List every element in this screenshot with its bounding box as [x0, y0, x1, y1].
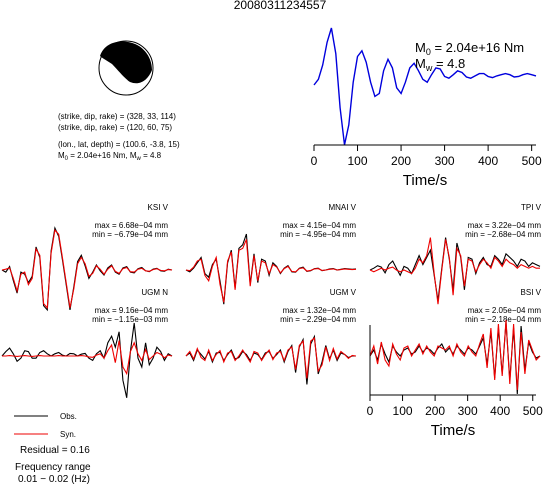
station-max: max = 2.05e−04 mm [468, 306, 542, 315]
tick-label: 0 [311, 154, 318, 168]
station-max: max = 4.15e−04 mm [283, 221, 357, 230]
axis-label: Time/s [403, 172, 447, 189]
figure-title: 20080311234557 [234, 0, 327, 12]
focal-m0-prefix: M [58, 151, 65, 160]
tick-label: 300 [458, 404, 478, 418]
station-min: min = −2.68e−04 mm [465, 230, 541, 239]
stf-mw-prefix: M [415, 56, 426, 71]
stf-marks [313, 27, 537, 145]
station-min: min = −6.79e−04 mm [92, 230, 168, 239]
tick-label: 200 [391, 154, 411, 168]
tick-label: 500 [523, 404, 543, 418]
tick-label: 400 [490, 404, 510, 418]
stf-mw-label: Mw = 4.8 [415, 56, 465, 73]
tick-label: 400 [478, 154, 498, 168]
station-max: max = 3.22e−04 mm [468, 221, 542, 230]
legend-obs-label: Obs. [60, 412, 77, 421]
tick-label: 100 [393, 404, 413, 418]
station-name: BSI V [521, 288, 542, 297]
station-max: max = 1.32e−04 mm [283, 306, 357, 315]
bsi-x-axis: 0 100 200 300 400 500 Time/s [367, 325, 543, 439]
focal-m0-sub: 0 [65, 156, 69, 162]
focal-line-4: M0 = 2.04e+16 Nm, Mw = 4.8 [58, 151, 162, 162]
stf-m0-label: M0 = 2.04e+16 Nm [415, 40, 524, 57]
beachball-icon [98, 40, 154, 96]
station-name: UGM N [141, 288, 168, 297]
station-max: max = 6.68e−04 mm [95, 221, 169, 230]
station-min: min = −2.18e−04 mm [465, 315, 541, 324]
synthetic-trace [369, 237, 540, 305]
station-name: TPI V [521, 203, 542, 212]
stf-x-axis: 0 100 200 300 400 500 Time/s [311, 144, 542, 189]
focal-line-3: (lon., lat, depth) = (100.6, -3.8, 15) [58, 140, 180, 149]
stf-series-line [313, 27, 537, 145]
synthetic-trace [369, 319, 541, 391]
synthetic-trace [2, 340, 173, 376]
legend-syn-label: Syn. [60, 430, 76, 439]
stf-plot: M0 = 2.04e+16 Nm Mw = 4.8 0 100 200 300 400 5… [311, 27, 542, 189]
station-min: min = −2.29e−04 mm [280, 315, 356, 324]
focal-line-2: (strike, dip, rake) = (120, 60, 75) [58, 123, 172, 132]
focal-m0-value: = 2.04e+16 Nm, M [68, 151, 137, 160]
observed-trace [185, 334, 356, 385]
observed-trace [1, 322, 173, 398]
station-min: min = −4.95e−04 mm [280, 230, 356, 239]
focal-mw-sub: w [136, 156, 142, 162]
synthetic-trace [1, 228, 173, 310]
frequency-label: Frequency range [15, 462, 91, 473]
tick-label: 100 [348, 154, 368, 168]
synthetic-trace [185, 239, 357, 303]
focal-mw-value: = 4.8 [141, 151, 162, 160]
focal-line-1: (strike, dip, rake) = (328, 33, 114) [58, 112, 176, 121]
station-name: KSI V [148, 203, 169, 212]
frequency-value: 0.01 − 0.02 (Hz) [18, 474, 90, 485]
residual-label: Residual = 0.16 [20, 445, 90, 456]
tick-label: 300 [435, 154, 455, 168]
axis-label: Time/s [431, 422, 475, 439]
station-name: UGM V [330, 288, 357, 297]
stf-mw-sub: w [425, 63, 433, 73]
tick-label: 200 [425, 404, 445, 418]
station-name: MNAI V [328, 203, 356, 212]
tick-label: 0 [367, 404, 374, 418]
focal-info: (strike, dip, rake) = (328, 33, 114) (st… [58, 112, 180, 162]
stf-mw-value: = 4.8 [432, 56, 465, 71]
tick-label: 500 [522, 154, 542, 168]
stf-m0-prefix: M [415, 40, 426, 55]
station-min: min = −1.15e−03 mm [92, 315, 168, 324]
station-max: max = 9.16e−04 mm [95, 306, 169, 315]
synthetic-trace [185, 336, 357, 379]
stf-m0-sub: 0 [426, 47, 431, 57]
legend: Obs. Syn. Residual = 0.16 Frequency rang… [14, 412, 91, 485]
stf-m0-value: = 2.04e+16 Nm [431, 40, 524, 55]
